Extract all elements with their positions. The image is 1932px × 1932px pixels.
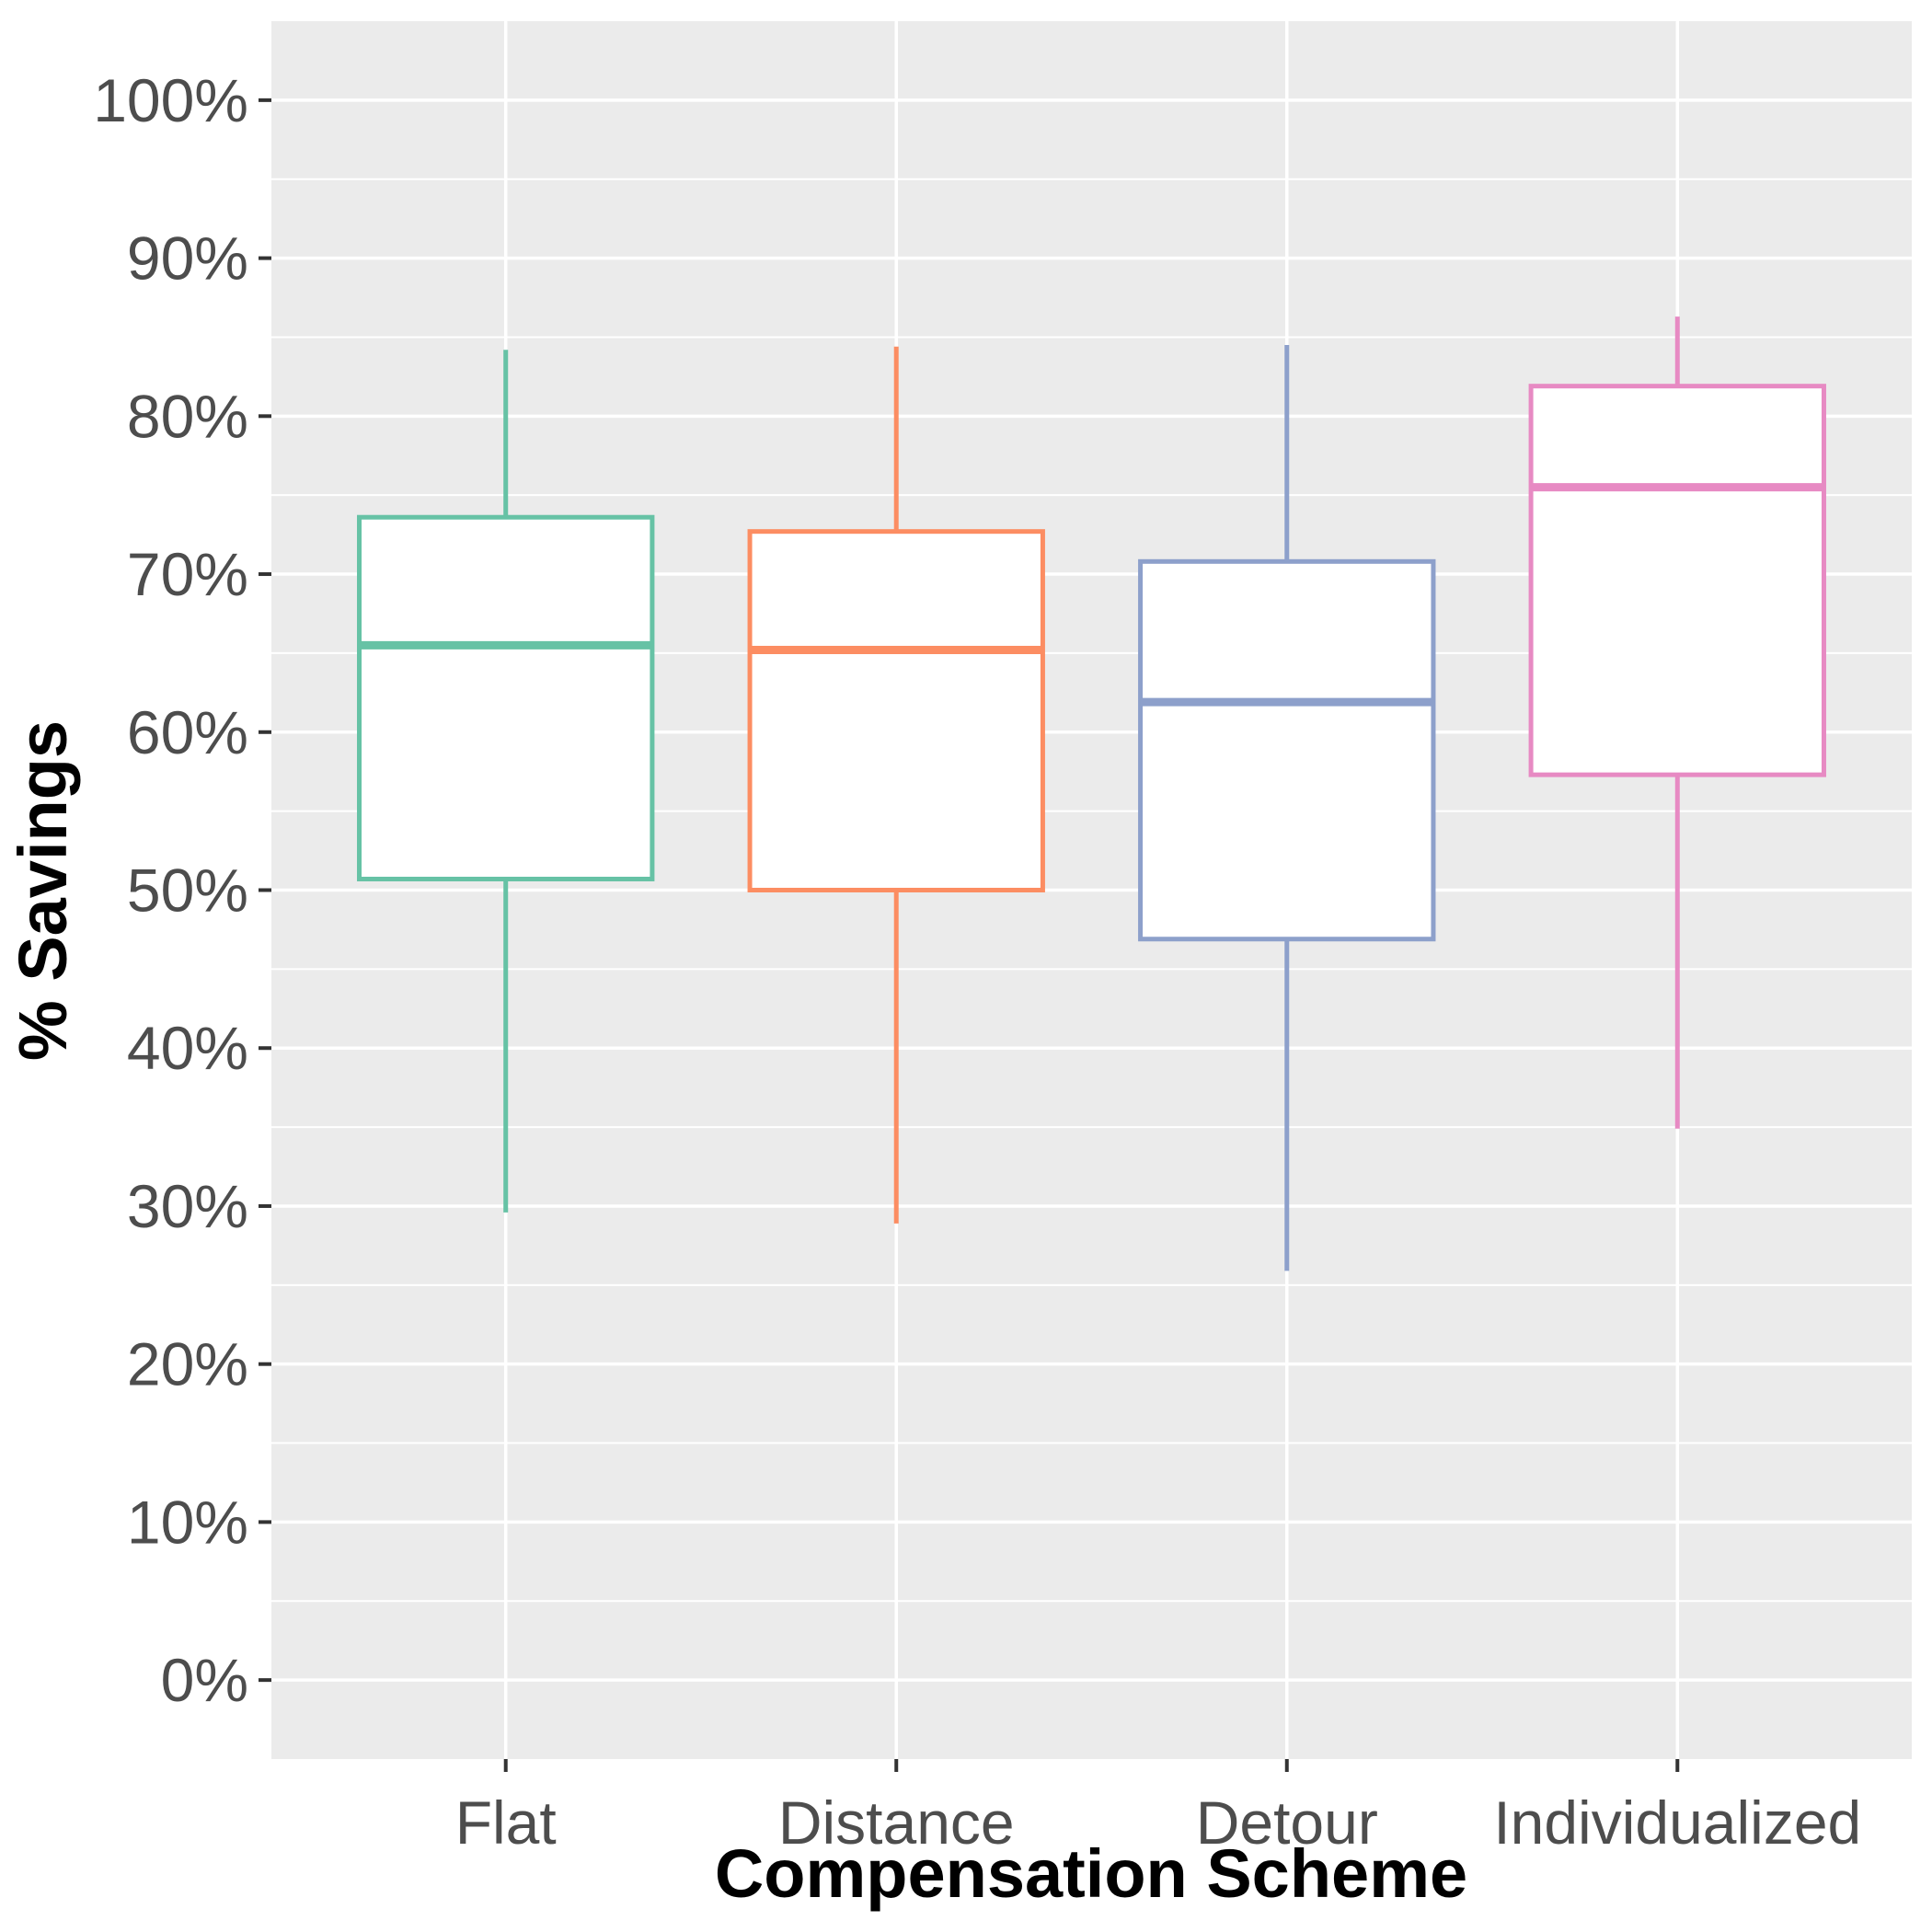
iqr-box bbox=[1528, 384, 1826, 777]
box-distance bbox=[747, 346, 1045, 1224]
y-tick-label: 30% bbox=[127, 1172, 248, 1240]
boxplot-series bbox=[357, 316, 1826, 1271]
box-flat bbox=[357, 350, 655, 1213]
x-tick-label: Individualized bbox=[1493, 1788, 1861, 1857]
y-tick-label: 40% bbox=[127, 1014, 248, 1082]
iqr-box bbox=[747, 529, 1045, 892]
iqr-box bbox=[1138, 558, 1436, 942]
y-tick-label: 10% bbox=[127, 1488, 248, 1556]
x-tick-label: Distance bbox=[778, 1788, 1015, 1857]
y-axis-ticks bbox=[259, 98, 271, 1683]
y-tick-label: 20% bbox=[127, 1330, 248, 1398]
x-axis-labels: Flat Distance Detour Individualized bbox=[455, 1788, 1862, 1857]
y-tick-label: 90% bbox=[127, 224, 248, 293]
x-axis-title: Compensation Scheme bbox=[715, 1835, 1467, 1912]
iqr-box bbox=[357, 514, 655, 881]
y-axis-title: % Savings bbox=[5, 720, 81, 1061]
y-tick-label: 80% bbox=[127, 382, 248, 450]
y-tick-label: 50% bbox=[127, 857, 248, 925]
y-tick-label: 60% bbox=[127, 698, 248, 766]
box-detour bbox=[1138, 345, 1436, 1271]
y-tick-label: 70% bbox=[127, 540, 248, 608]
x-axis-ticks bbox=[503, 1759, 1680, 1772]
x-tick-label: Detour bbox=[1196, 1788, 1378, 1857]
y-tick-label: 0% bbox=[161, 1646, 248, 1714]
x-tick-label: Flat bbox=[455, 1788, 557, 1857]
y-tick-label: 100% bbox=[93, 66, 248, 134]
box-individualized bbox=[1528, 316, 1826, 1129]
y-axis-labels: 0% 10% 20% 30% 40% 50% 60% 70% 80% 90% 100% bbox=[93, 66, 248, 1714]
